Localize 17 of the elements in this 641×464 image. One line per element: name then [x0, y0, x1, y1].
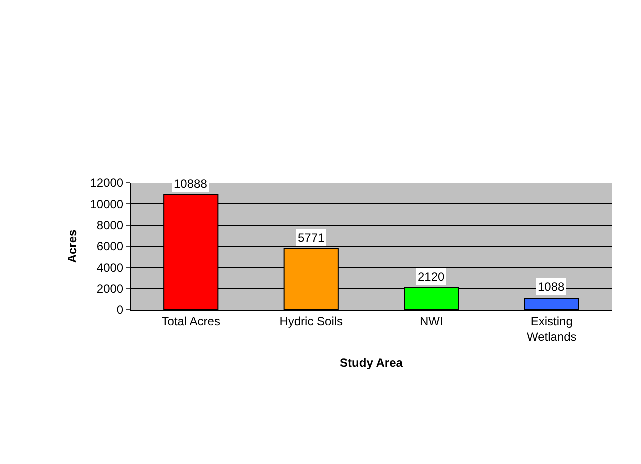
- y-tick-label: 2000: [96, 282, 124, 296]
- data-label: 5771: [298, 231, 326, 245]
- y-tick-label: 6000: [96, 240, 124, 254]
- x-tick-label: Total Acres: [162, 314, 220, 328]
- y-tick-label: 4000: [96, 260, 124, 275]
- y-tick-label: 0: [116, 303, 124, 318]
- data-label: 1088: [538, 280, 566, 294]
- y-axis-title: Acres: [66, 229, 80, 264]
- data-label: 2120: [418, 270, 446, 284]
- x-tick-label: Hydric Soils: [280, 314, 344, 328]
- x-axis-title: Study Area: [340, 356, 404, 370]
- y-tick-label: 12000: [90, 176, 124, 190]
- y-tick-label: 8000: [96, 218, 124, 233]
- x-tick-label: NWI: [420, 314, 444, 328]
- y-tick-label: 10000: [90, 197, 124, 212]
- data-label: 10888: [174, 177, 208, 191]
- x-tick-label: Existing Wetlands: [526, 314, 577, 344]
